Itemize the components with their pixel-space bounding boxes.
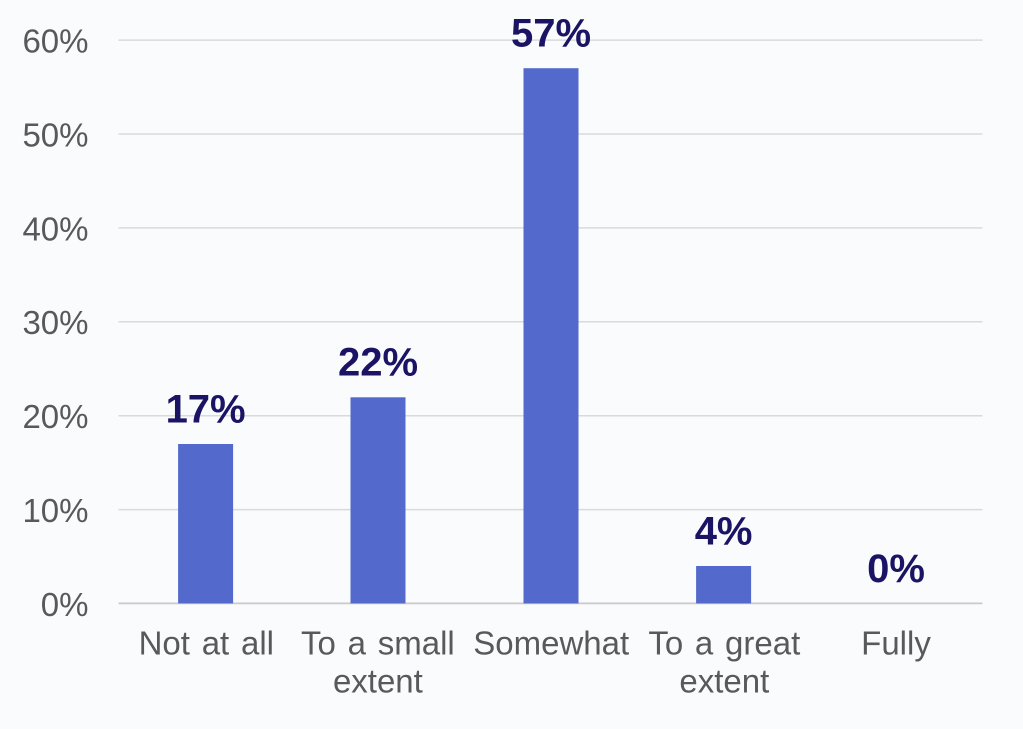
svg-text:10%: 10%: [22, 492, 88, 529]
svg-text:To a great: To a great: [648, 625, 800, 662]
svg-text:20%: 20%: [22, 398, 88, 435]
svg-text:0%: 0%: [867, 547, 925, 591]
svg-text:50%: 50%: [22, 116, 88, 153]
svg-text:0%: 0%: [41, 586, 89, 623]
svg-text:Fully: Fully: [861, 625, 931, 662]
svg-text:57%: 57%: [511, 12, 591, 56]
svg-text:Somewhat: Somewhat: [473, 625, 629, 662]
svg-text:60%: 60%: [22, 23, 88, 60]
svg-text:extent: extent: [333, 663, 423, 700]
svg-text:4%: 4%: [695, 510, 753, 554]
svg-text:To a small: To a small: [301, 625, 455, 662]
svg-text:Not at all: Not at all: [139, 625, 274, 662]
svg-text:40%: 40%: [22, 210, 88, 247]
svg-text:22%: 22%: [338, 341, 418, 385]
svg-text:extent: extent: [679, 663, 769, 700]
svg-text:30%: 30%: [22, 304, 88, 341]
svg-text:17%: 17%: [166, 387, 246, 431]
